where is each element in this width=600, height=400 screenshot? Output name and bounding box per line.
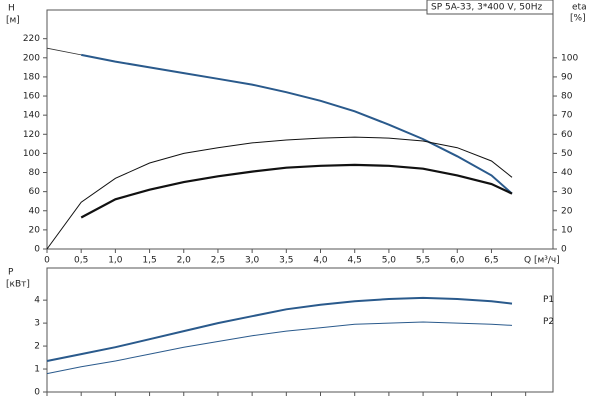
y2-tick-label: 90 [561, 72, 573, 82]
y-tick-label: 2 [34, 342, 40, 352]
x-axis-label: Q [м³/ч] [524, 256, 560, 266]
y-tick-label: 40 [29, 206, 41, 216]
x-tick-label: 0 [44, 256, 50, 266]
series-line [80, 163, 513, 219]
y-tick-label: 120 [23, 130, 40, 140]
y-tick-label: 0 [34, 388, 40, 398]
y-tick-label: 20 [29, 225, 41, 235]
y2-tick-label: 10 [561, 225, 573, 235]
plot-frame [46, 267, 554, 393]
x-tick-label: 6,5 [484, 256, 498, 266]
series-line [46, 47, 82, 56]
plot-frame [46, 9, 554, 250]
series-line [46, 136, 513, 250]
y2-tick-label: 0 [561, 245, 567, 255]
x-tick-label: 1,0 [108, 256, 123, 266]
y-tick-label: 220 [23, 34, 40, 44]
y-tick-label: 180 [23, 72, 40, 82]
x-tick-label: 6,0 [450, 256, 465, 266]
y-tick-label: 100 [23, 149, 40, 159]
series-line [46, 296, 513, 362]
series-label: P2 [543, 317, 554, 327]
y-tick-label: 140 [23, 111, 40, 121]
x-tick-label: 5,0 [382, 256, 397, 266]
y2-tick-label: 40 [561, 168, 573, 178]
y2-tick-label: 100 [561, 53, 578, 63]
y-tick-label: 200 [23, 53, 40, 63]
y2-tick-label: 50 [561, 149, 573, 159]
x-tick-label: 2,0 [177, 256, 192, 266]
x-tick-label: 0,5 [74, 256, 88, 266]
y-axis-label: P [8, 268, 14, 278]
y-tick-label: 60 [29, 187, 41, 197]
series-line [46, 321, 513, 375]
y-axis-label: H [8, 4, 15, 14]
series-line [81, 53, 513, 195]
x-tick-label: 3,5 [279, 256, 293, 266]
title-box [426, 0, 554, 15]
x-tick-label: 4,5 [348, 256, 362, 266]
y-tick-label: 0 [34, 245, 40, 255]
y-axis-unit: [м] [6, 16, 20, 26]
y2-tick-label: 30 [561, 187, 573, 197]
y2-tick-label: 70 [561, 111, 573, 121]
y2-axis-unit: [%] [570, 14, 586, 24]
y-tick-label: 160 [23, 92, 40, 102]
x-tick-label: 2,5 [211, 256, 225, 266]
y2-tick-label: 20 [561, 206, 573, 216]
x-tick-label: 5,5 [416, 256, 430, 266]
x-tick-label: 3,0 [245, 256, 260, 266]
x-tick-label: 1,5 [142, 256, 156, 266]
y2-tick-label: 60 [561, 130, 573, 140]
y-axis-unit: [кВт] [6, 280, 30, 290]
y-tick-label: 3 [34, 319, 40, 329]
y2-axis-label: eta [572, 3, 587, 13]
series-label: P1 [543, 295, 554, 305]
y-tick-label: 4 [34, 296, 40, 306]
chart-title: SP 5A-33, 3*400 V, 50Hz [431, 3, 542, 13]
y-tick-label: 1 [34, 365, 40, 375]
y2-tick-label: 80 [561, 92, 573, 102]
y-tick-label: 80 [29, 168, 41, 178]
x-tick-label: 4,0 [313, 256, 328, 266]
